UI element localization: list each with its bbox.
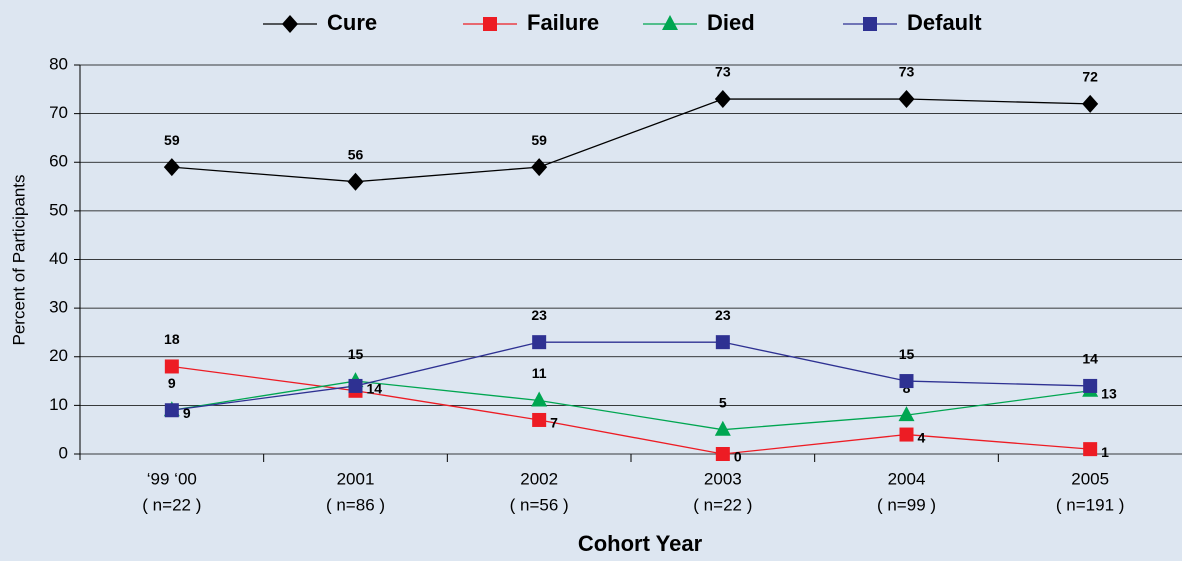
- y-tick-label: 30: [49, 298, 68, 317]
- data-label: 59: [531, 132, 547, 148]
- point: [715, 335, 730, 350]
- point: [715, 447, 730, 461]
- point: [164, 403, 179, 418]
- point: [532, 335, 547, 350]
- legend-label: Died: [707, 10, 755, 35]
- data-label: 73: [899, 64, 915, 80]
- legend-label: Default: [907, 10, 982, 35]
- series-line: [171, 98, 1091, 183]
- data-label: 1: [1101, 444, 1109, 460]
- point: [531, 391, 548, 407]
- data-label: 18: [164, 331, 180, 347]
- point: [532, 412, 547, 427]
- series-line: [171, 380, 1091, 431]
- x-tick-sublabel: ( n=56 ): [510, 495, 569, 514]
- point: [531, 158, 548, 177]
- x-tick-label: 2004: [888, 469, 926, 488]
- x-tick-sublabel: ( n=86 ): [326, 495, 385, 514]
- x-axis-title: Cohort Year: [578, 531, 703, 556]
- data-label: 23: [531, 307, 547, 323]
- x-tick-sublabel: ( n=22 ): [142, 495, 201, 514]
- legend-marker: [282, 15, 298, 33]
- y-tick-label: 50: [49, 200, 68, 219]
- y-tick-label: 60: [49, 152, 68, 171]
- legend-marker: [662, 15, 678, 30]
- legend-label: Cure: [327, 10, 377, 35]
- series-line: [171, 341, 1091, 411]
- point: [1082, 94, 1099, 113]
- x-tick-sublabel: ( n=22 ): [693, 495, 752, 514]
- data-label: 4: [918, 429, 926, 445]
- point: [1083, 378, 1098, 393]
- point: [1083, 442, 1098, 457]
- x-tick-label: 2003: [704, 469, 742, 488]
- data-label: 56: [348, 146, 364, 162]
- data-label: 9: [168, 375, 176, 391]
- data-label: 13: [1101, 385, 1117, 401]
- point: [347, 172, 364, 191]
- x-tick-sublabel: ( n=99 ): [877, 495, 936, 514]
- point: [898, 90, 915, 109]
- y-tick-label: 10: [49, 395, 68, 414]
- data-label: 0: [734, 449, 742, 465]
- data-label: 73: [715, 64, 731, 80]
- y-tick-label: 80: [49, 54, 68, 73]
- point: [899, 374, 914, 389]
- point: [898, 406, 915, 422]
- y-tick-label: 70: [49, 103, 68, 122]
- data-label: 72: [1082, 69, 1098, 85]
- data-label: 59: [164, 132, 180, 148]
- data-label: 5: [719, 394, 727, 410]
- point: [899, 427, 914, 442]
- x-tick-label: ‘99 ‘00: [147, 469, 197, 488]
- point: [348, 378, 363, 393]
- point: [714, 90, 731, 109]
- data-label: 9: [183, 405, 191, 421]
- data-label: 23: [715, 307, 731, 323]
- series-line: [171, 365, 1091, 455]
- point: [163, 158, 180, 177]
- data-label: 14: [367, 381, 383, 397]
- point: [714, 420, 731, 436]
- legend-marker: [863, 17, 877, 31]
- y-tick-label: 40: [49, 249, 68, 268]
- y-tick-label: 20: [49, 346, 68, 365]
- x-tick-label: 2002: [520, 469, 558, 488]
- x-tick-sublabel: ( n=191 ): [1056, 495, 1125, 514]
- data-label: 11: [532, 365, 547, 381]
- data-label: 15: [348, 346, 364, 362]
- y-tick-label: 0: [59, 443, 68, 462]
- data-label: 14: [1082, 351, 1098, 367]
- data-label: 7: [550, 415, 558, 431]
- x-tick-label: 2005: [1071, 469, 1109, 488]
- x-tick-label: 2001: [337, 469, 375, 488]
- data-label: 15: [899, 346, 915, 362]
- legend-label: Failure: [527, 10, 599, 35]
- point: [164, 359, 179, 374]
- legend-marker: [483, 17, 497, 31]
- y-axis-title: Percent of Participants: [9, 174, 28, 345]
